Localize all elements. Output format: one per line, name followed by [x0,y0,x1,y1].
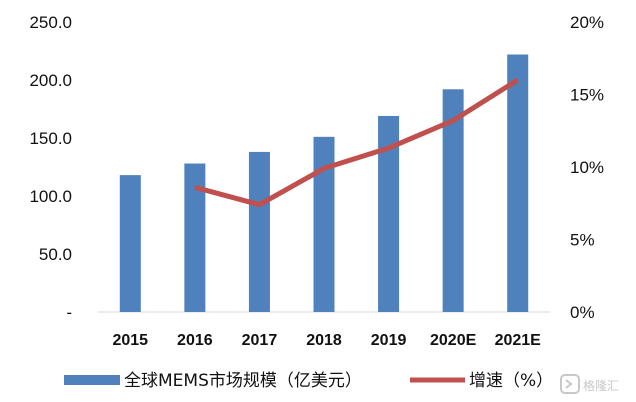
left-tick-label: 200.0 [29,71,72,90]
x-tick-label: 2018 [306,332,342,349]
bar [248,151,270,312]
left-tick-label: 150.0 [29,129,72,148]
bar [313,136,335,312]
legend-label-bar: 全球MEMS市场规模（亿美元） [124,371,362,391]
bar [119,175,141,312]
x-tick-label: 2019 [371,332,407,349]
line-series [194,77,520,208]
legend-label-line: 增速（%） [469,371,553,391]
x-axis: 2015 2016 2017 2018 2019 2020E 2021E [112,332,541,349]
legend: 全球MEMS市场规模（亿美元） 增速（%） [64,371,553,391]
right-tick-label: 15% [570,86,604,105]
x-tick-label: 2015 [112,332,148,349]
bar [507,54,529,312]
right-axis: 0% 5% 10% 15% 20% [570,13,604,322]
watermark-text: 格隆汇 [583,378,619,393]
x-tick-label: 2020E [430,332,477,349]
bar-series [119,54,529,313]
growth-line [194,77,520,208]
left-tick-label: 50.0 [39,245,72,264]
right-tick-label: 5% [570,231,595,250]
right-tick-label: 0% [570,303,595,322]
left-axis: - 50.0 100.0 150.0 200.0 250.0 [29,13,72,322]
bar [184,163,206,312]
x-tick-label: 2021E [495,332,542,349]
left-tick-label: 250.0 [29,13,72,32]
left-tick-label: 100.0 [29,187,72,206]
right-tick-label: 20% [570,13,604,32]
right-tick-label: 10% [570,158,604,177]
bar [378,115,400,313]
legend-swatch-bar [64,375,120,385]
left-tick-label: - [66,303,72,322]
x-tick-label: 2017 [242,332,278,349]
logo-icon [560,374,580,394]
x-tick-label: 2016 [177,332,213,349]
watermark: 格隆汇 [560,374,619,394]
bar [442,89,464,312]
